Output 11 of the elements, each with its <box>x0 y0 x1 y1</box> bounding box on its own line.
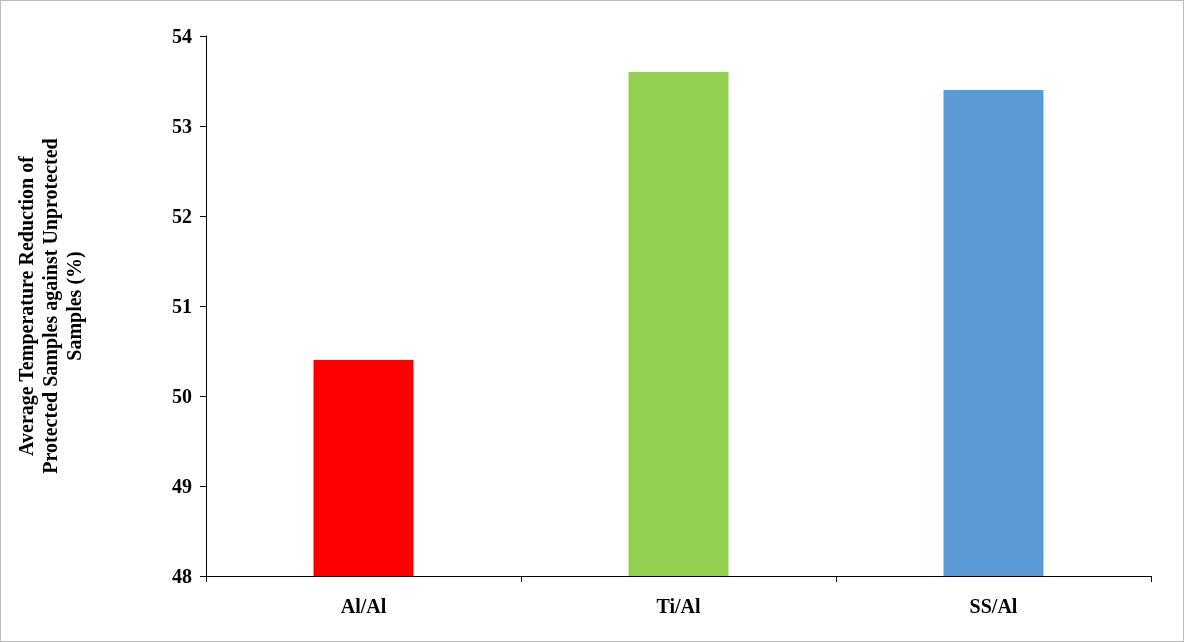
x-tick-label: SS/Al <box>969 595 1018 617</box>
y-tick-label: 49 <box>172 475 192 497</box>
y-tick-label: 54 <box>172 25 192 47</box>
y-tick-label: 51 <box>172 295 192 317</box>
y-tick-label: 52 <box>172 205 192 227</box>
x-tick-label: Ti/Al <box>656 595 701 617</box>
y-tick-label: 48 <box>172 565 192 587</box>
x-tick-label: Al/Al <box>340 595 387 617</box>
y-tick-label: 53 <box>172 115 192 137</box>
y-tick-label: 50 <box>172 385 192 407</box>
y-axis-title: Average Temperature Reduction of Protected Samples against Unprotected Samples (%) <box>15 138 86 474</box>
